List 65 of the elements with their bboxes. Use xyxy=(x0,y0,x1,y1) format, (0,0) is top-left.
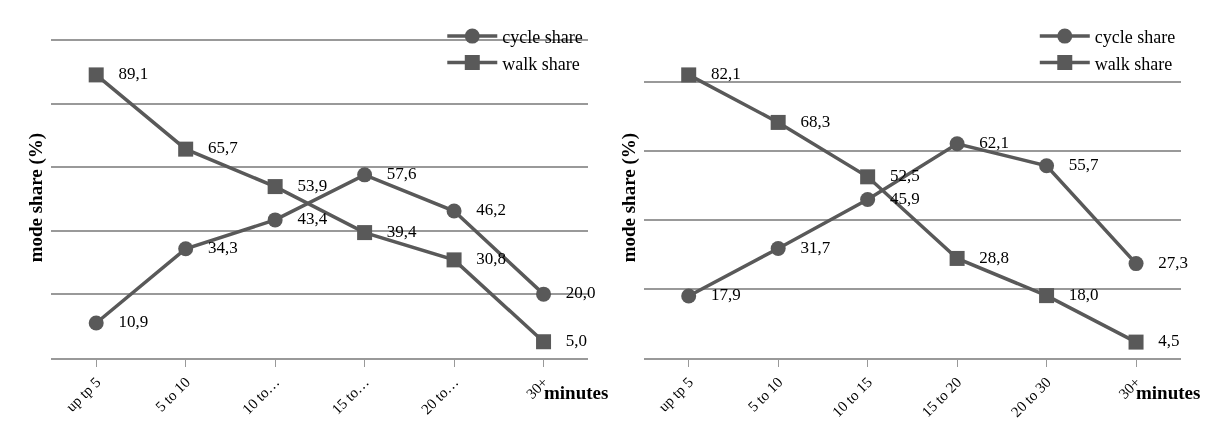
point xyxy=(860,169,876,185)
x-tick-label: 5 to 10 xyxy=(152,373,194,415)
data-label: 5,0 xyxy=(565,330,588,350)
point xyxy=(88,315,104,331)
point xyxy=(357,225,373,241)
data-label: 20,0 xyxy=(565,283,596,303)
y-axis-title: mode share (%) xyxy=(617,132,640,263)
data-label: 39,4 xyxy=(386,221,418,241)
data-label: 34,3 xyxy=(207,238,238,258)
data-label: 68,3 xyxy=(800,111,831,131)
data-label: 4,5 xyxy=(1158,331,1180,351)
x-tick-label: 10 to… xyxy=(239,373,283,418)
point xyxy=(357,167,373,183)
point xyxy=(949,250,965,266)
point xyxy=(681,67,697,83)
point xyxy=(1128,334,1144,350)
data-label: 43,4 xyxy=(297,209,328,229)
point xyxy=(949,136,965,152)
point xyxy=(681,288,697,304)
data-label: 27,3 xyxy=(1158,252,1189,272)
x-tick-label: 10 to 15 xyxy=(828,373,876,421)
point xyxy=(770,114,786,130)
point xyxy=(1128,256,1144,272)
point xyxy=(88,67,104,83)
legend-label: walk share xyxy=(1094,53,1173,74)
point xyxy=(446,203,462,219)
data-label: 17,9 xyxy=(710,285,741,305)
x-tick-label: 5 to 10 xyxy=(744,373,786,415)
point xyxy=(178,241,194,257)
data-label: 30,8 xyxy=(476,249,507,269)
point xyxy=(267,179,283,195)
point xyxy=(536,286,552,302)
legend-label: cycle share xyxy=(502,27,583,48)
data-label: 46,2 xyxy=(476,200,507,220)
point xyxy=(446,252,462,268)
data-label: 28,8 xyxy=(979,247,1010,267)
data-label: 18,0 xyxy=(1068,284,1099,304)
data-label: 53,9 xyxy=(297,175,328,195)
x-tick-label: 15 to 20 xyxy=(918,373,965,421)
data-label: 31,7 xyxy=(800,237,831,257)
legend-label: walk share xyxy=(502,53,580,74)
x-axis-title: minutes xyxy=(544,382,609,403)
data-label: 82,1 xyxy=(710,64,741,84)
data-label: 45,9 xyxy=(889,188,920,208)
x-tick-label: up tp 5 xyxy=(62,373,104,415)
y-axis-title: mode share (%) xyxy=(25,132,48,263)
point xyxy=(1039,288,1055,304)
data-label: 57,6 xyxy=(386,164,417,184)
point xyxy=(536,334,552,350)
point xyxy=(178,141,194,157)
data-label: 62,1 xyxy=(979,133,1010,153)
x-axis-title: minutes xyxy=(1136,382,1201,403)
x-tick-label: up tp 5 xyxy=(655,373,697,415)
point xyxy=(1039,158,1055,174)
data-label: 89,1 xyxy=(118,64,149,84)
point xyxy=(770,240,786,256)
point xyxy=(267,212,283,228)
x-tick-label: 15 to… xyxy=(328,373,373,418)
data-label: 65,7 xyxy=(207,138,239,158)
point xyxy=(860,192,876,208)
x-tick-label: 20 to 30 xyxy=(1007,373,1054,421)
data-label: 55,7 xyxy=(1068,155,1100,175)
x-tick-label: 20 to… xyxy=(418,373,462,418)
data-label: 10,9 xyxy=(118,312,149,332)
legend-label: cycle share xyxy=(1094,27,1176,48)
